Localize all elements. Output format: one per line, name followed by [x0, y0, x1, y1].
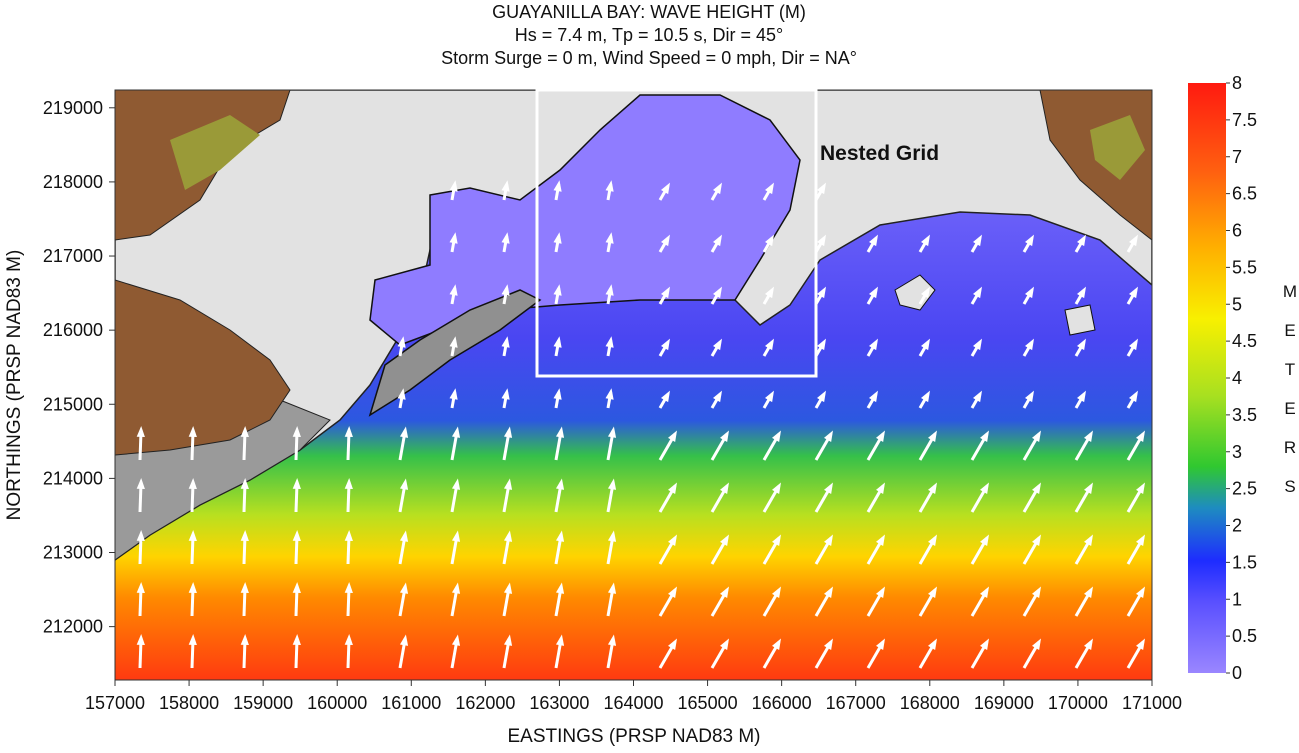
- x-tick-label: 160000: [307, 693, 367, 713]
- x-tick-label: 171000: [1122, 693, 1182, 713]
- colorbar-tick-label: 2: [1232, 516, 1242, 536]
- x-tick-label: 167000: [826, 693, 886, 713]
- colorbar-label: METERS: [1281, 282, 1299, 516]
- x-axis-label: EASTINGS (PRSP NAD83 M): [507, 726, 760, 747]
- y-tick-label: 216000: [43, 320, 103, 340]
- y-tick-label: 213000: [43, 543, 103, 563]
- colorbar-tick-label: 0: [1232, 663, 1242, 683]
- colorbar-tick-label: 8: [1232, 73, 1242, 93]
- x-tick-label: 159000: [233, 693, 293, 713]
- colorbar-tick-label: 2.5: [1232, 479, 1257, 499]
- reef: [1065, 305, 1095, 335]
- x-tick-label: 157000: [85, 693, 145, 713]
- x-tick-label: 165000: [678, 693, 738, 713]
- colorbar-tick-label: 5.5: [1232, 257, 1257, 277]
- y-axis-label: NORTHINGS (PRSP NAD83 M): [4, 250, 25, 521]
- colorbar: [1188, 83, 1226, 673]
- colorbar-tick-label: 3.5: [1232, 405, 1257, 425]
- x-tick-label: 168000: [900, 693, 960, 713]
- map-area: [115, 90, 1152, 680]
- y-tick-label: 215000: [43, 394, 103, 414]
- x-tick-label: 169000: [974, 693, 1034, 713]
- colorbar-tick-label: 6: [1232, 221, 1242, 241]
- colorbar-tick-label: 1.5: [1232, 552, 1257, 572]
- x-tick-label: 166000: [752, 693, 812, 713]
- y-tick-label: 214000: [43, 468, 103, 488]
- x-tick-label: 162000: [455, 693, 515, 713]
- x-tick-label: 163000: [529, 693, 589, 713]
- colorbar-tick-label: 7.5: [1232, 110, 1257, 130]
- y-tick-label: 219000: [43, 98, 103, 118]
- x-tick-label: 170000: [1048, 693, 1108, 713]
- annotation: Nested Grid: [820, 142, 939, 165]
- x-tick-label: 164000: [603, 693, 663, 713]
- colorbar-tick-label: 1: [1232, 589, 1242, 609]
- title: GUAYANILLA BAY: WAVE HEIGHT (M): [492, 2, 806, 22]
- subtitle: Hs = 7.4 m, Tp = 10.5 s, Dir = 45°: [515, 25, 784, 45]
- x-tick-label: 158000: [159, 693, 219, 713]
- colorbar-tick-label: 5: [1232, 294, 1242, 314]
- subtitle: Storm Surge = 0 m, Wind Speed = 0 mph, D…: [441, 48, 857, 68]
- y-tick-label: 217000: [43, 246, 103, 266]
- colorbar-tick-label: 6.5: [1232, 184, 1257, 204]
- colorbar-tick-label: 0.5: [1232, 626, 1257, 646]
- colorbar-tick-label: 4.5: [1232, 331, 1257, 351]
- y-tick-label: 218000: [43, 172, 103, 192]
- colorbar-tick-label: 3: [1232, 442, 1242, 462]
- colorbar-tick-label: 7: [1232, 147, 1242, 167]
- colorbar-tick-label: 4: [1232, 368, 1242, 388]
- y-tick-label: 212000: [43, 617, 103, 637]
- x-tick-label: 161000: [381, 693, 441, 713]
